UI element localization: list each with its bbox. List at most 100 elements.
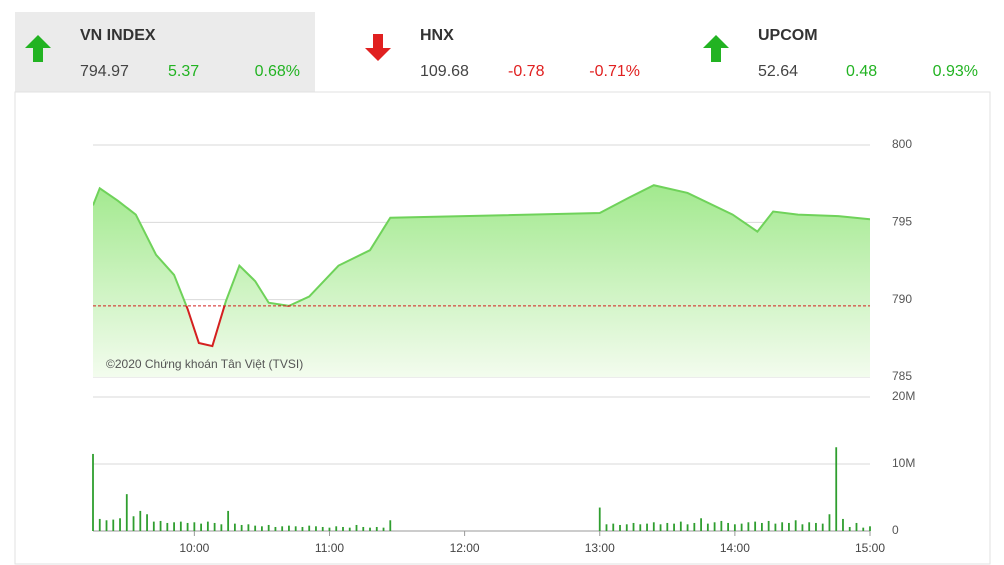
volume-bar [119, 518, 121, 531]
volume-bar [733, 524, 736, 531]
index-value: 794.97 [80, 63, 129, 80]
volume-bar [328, 527, 331, 531]
index-change: 5.37 [168, 63, 199, 80]
y-tick-label: 795 [892, 215, 912, 229]
volume-bar [679, 521, 682, 531]
price-line [93, 184, 870, 306]
volume-bar [781, 522, 784, 531]
volume-bar [213, 522, 216, 531]
selected-tab[interactable] [15, 12, 315, 92]
volume-bar [233, 523, 236, 531]
volume-bar [801, 524, 804, 531]
volume-bar [227, 510, 230, 531]
volume-bar [200, 523, 203, 531]
volume-bar [673, 523, 675, 531]
index-percent: 0.68% [255, 63, 300, 80]
volume-bar [754, 521, 757, 531]
volume-bar [774, 523, 777, 531]
index-change: -0.78 [508, 63, 545, 80]
volume-bar [862, 527, 865, 531]
volume-bar [788, 522, 790, 531]
volume-bar [288, 525, 290, 531]
volume-bar [301, 526, 304, 531]
volume-bar [598, 507, 601, 531]
index-value: 109.68 [420, 63, 469, 80]
volume-bar [794, 520, 797, 531]
watermark: ©2020 Chứng khoán Tân Việt (TVSI) [106, 357, 303, 371]
volume-bar [315, 526, 317, 531]
volume-bar [713, 522, 716, 531]
volume-bar [254, 525, 257, 531]
volume-bar [92, 453, 94, 531]
volume-bar [693, 522, 696, 531]
x-tick-label: 14:00 [720, 541, 750, 555]
volume-bar [842, 518, 844, 531]
volume-bar [206, 521, 209, 531]
index-value: 52.64 [758, 63, 798, 80]
index-header: VN INDEX 794.97 5.37 0.68% HNX 109.68 -0.78 -0.… [25, 27, 978, 80]
volume-bar [173, 522, 175, 531]
volume-bar [335, 526, 338, 531]
y-tick-label: 10M [892, 456, 915, 470]
volume-bar [112, 519, 115, 531]
volume-bar [342, 526, 344, 531]
volume-bar [747, 522, 750, 531]
volume-bar [166, 522, 169, 531]
volume-bar [808, 522, 811, 531]
volume-bar [828, 514, 831, 531]
index-name: UPCOM [758, 27, 818, 44]
direction-arrow [365, 34, 391, 61]
volume-bar [193, 522, 196, 531]
x-tick-label: 10:00 [179, 541, 209, 555]
volume-bar [666, 522, 669, 531]
x-tick-label: 15:00 [855, 541, 885, 555]
volume-bar [700, 518, 702, 531]
volume-bar [686, 524, 689, 531]
volume-bar [362, 526, 365, 531]
volume-bar [375, 526, 378, 531]
volume-bar [294, 526, 297, 531]
volume-bar [179, 521, 182, 531]
index-name: VN INDEX [80, 27, 156, 44]
volume-bar [98, 518, 101, 531]
volume-bar [848, 526, 851, 531]
volume-bar [240, 524, 243, 531]
volume-bar [835, 447, 838, 531]
direction-arrow [25, 35, 51, 62]
volume-bar [261, 526, 263, 531]
x-tick-label: 13:00 [585, 541, 615, 555]
index-name: HNX [420, 27, 454, 44]
volume-bar [125, 494, 128, 531]
y-tick-label: 20M [892, 389, 915, 403]
x-tick-label: 11:00 [315, 541, 344, 555]
volume-bar [382, 527, 385, 531]
volume-bar [632, 522, 635, 531]
volume-bar [639, 524, 642, 531]
index-change: 0.48 [846, 63, 877, 80]
volume-bar [625, 524, 628, 531]
volume-bar [821, 523, 824, 531]
volume-bar [152, 521, 155, 531]
volume-bar [619, 524, 621, 531]
volume-bar [186, 522, 189, 531]
volume-bar [267, 524, 270, 531]
volume-bar [159, 520, 162, 531]
y-tick-label: 800 [892, 137, 912, 151]
price-area [93, 185, 870, 377]
x-tick-label: 12:00 [450, 541, 480, 555]
volume-bar [815, 522, 817, 531]
volume-bar [760, 522, 763, 531]
direction-arrow [703, 35, 729, 62]
volume-bar [646, 523, 648, 531]
y-tick-label: 790 [892, 292, 912, 306]
volume-bar [767, 520, 770, 531]
volume-bar [146, 514, 148, 531]
volume-bar [652, 522, 655, 531]
y-tick-label: 785 [892, 369, 912, 383]
volume-bar [220, 524, 223, 531]
volume-bar [720, 520, 723, 531]
volume-bar [740, 523, 743, 531]
volume-bar [355, 524, 358, 531]
volume-bar [132, 516, 135, 531]
